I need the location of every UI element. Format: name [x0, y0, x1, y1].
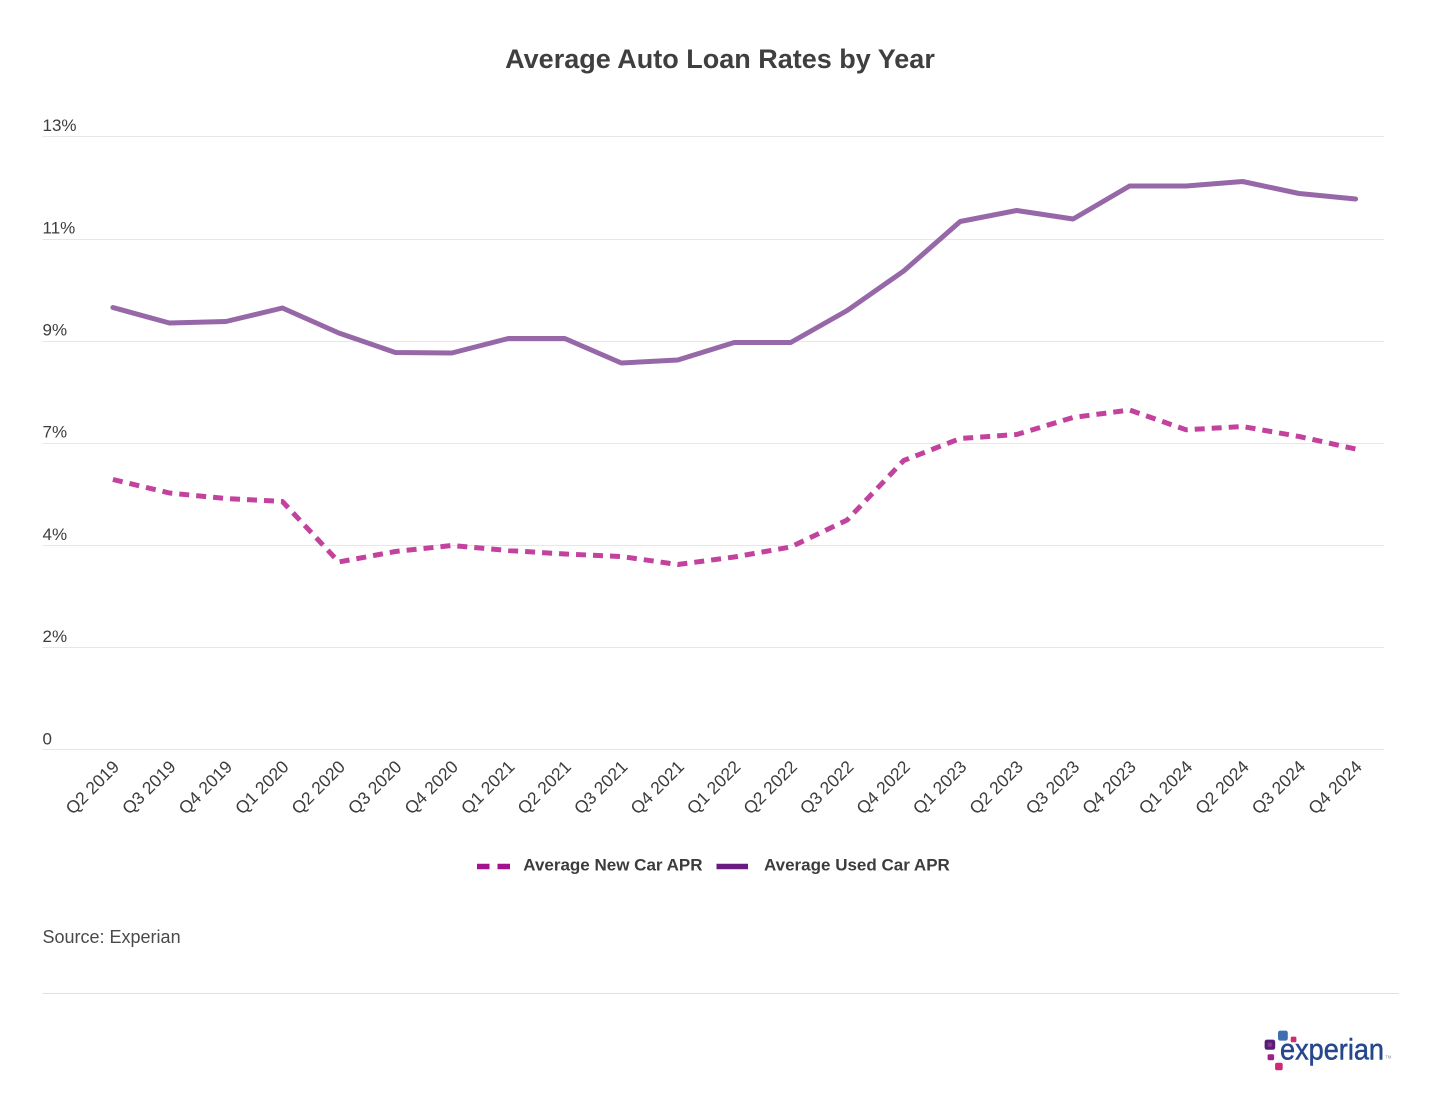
svg-text:4%: 4% [43, 525, 68, 544]
svg-text:0: 0 [43, 729, 52, 748]
svg-text:Average Used Car APR: Average Used Car APR [764, 856, 950, 875]
svg-text:11%: 11% [43, 218, 76, 237]
svg-text:9%: 9% [43, 321, 68, 340]
svg-text:Average Auto Loan Rates by Yea: Average Auto Loan Rates by Year [505, 44, 935, 74]
svg-text:Source: Experian: Source: Experian [43, 927, 181, 947]
svg-text:experian: experian [1280, 1033, 1384, 1066]
svg-text:13%: 13% [43, 116, 77, 135]
svg-text:2%: 2% [43, 627, 68, 646]
svg-text:TM: TM [1385, 1055, 1392, 1060]
svg-text:7%: 7% [43, 423, 68, 442]
svg-text:Average New Car APR: Average New Car APR [523, 856, 702, 875]
